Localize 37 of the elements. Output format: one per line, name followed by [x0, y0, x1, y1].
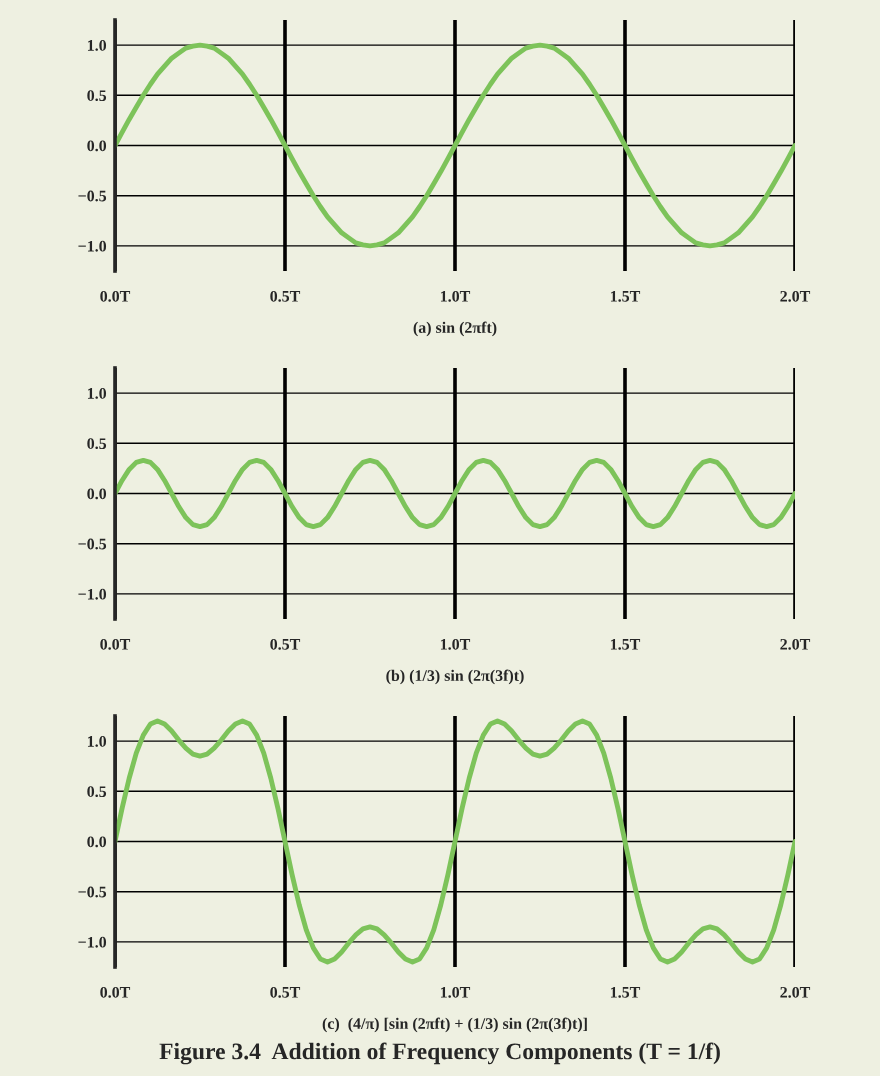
- x-tick-label: 1.5T: [610, 290, 641, 302]
- x-tick-label: 1.0T: [440, 986, 471, 998]
- y-tick-label: 0.5: [87, 786, 107, 798]
- y-tick-label: −1.0: [78, 936, 107, 948]
- x-tick-label: 0.5T: [270, 638, 301, 650]
- line-series: [115, 42, 795, 249]
- y-tick-label: 1.0: [87, 388, 107, 399]
- y-tick-label: 1.0: [87, 40, 107, 51]
- y-tick-label: −0.5: [78, 190, 107, 202]
- x-tick-label: 2.0T: [780, 986, 811, 998]
- x-tick-label: 1.5T: [610, 638, 641, 650]
- x-tick-label: 1.0T: [440, 290, 471, 302]
- y-tick-label: −1.0: [78, 588, 107, 600]
- y-tick-label: 0.0: [87, 140, 107, 152]
- x-tick-label: 0.5T: [270, 986, 301, 998]
- y-tick-label: 0.0: [87, 836, 107, 848]
- x-tick-label: 1.5T: [610, 986, 641, 998]
- y-tick-label: 0.0: [87, 488, 107, 500]
- x-tick-label: 2.0T: [780, 638, 811, 650]
- y-tick-label: −1.0: [78, 240, 107, 252]
- y-tick-label: −0.5: [78, 886, 107, 898]
- x-tick-label: 0.0T: [100, 290, 131, 302]
- y-tick-label: 0.5: [87, 438, 107, 450]
- y-tick-label: 1.0: [87, 736, 107, 747]
- y-tick-label: −0.5: [78, 538, 107, 550]
- x-axis-title: (b) (1/3) sin (2π(3f)t): [386, 669, 524, 685]
- x-axis-title: (a) sin (2πft): [413, 321, 497, 337]
- line-series: [115, 718, 795, 965]
- caption: Figure 3.4 Addition of Frequency Components (T = 1/f): [159, 1042, 720, 1065]
- line-series: [115, 457, 795, 530]
- x-tick-label: 0.0T: [100, 986, 131, 998]
- x-tick-label: 0.0T: [100, 638, 131, 650]
- x-tick-label: 1.0T: [440, 638, 471, 650]
- x-tick-label: 2.0T: [780, 290, 811, 302]
- x-tick-label: 0.5T: [270, 290, 301, 302]
- y-tick-label: 0.5: [87, 90, 107, 102]
- x-axis-title: (c) (4/π) [sin (2πft) + (1/3) sin (2π(3f)t)]: [322, 1017, 587, 1033]
